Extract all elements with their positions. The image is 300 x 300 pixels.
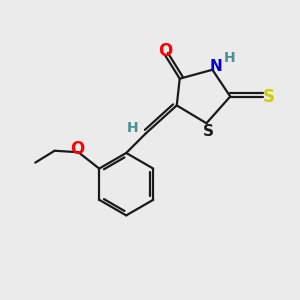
Text: O: O — [158, 42, 172, 60]
Text: H: H — [127, 121, 139, 135]
Text: N: N — [210, 59, 222, 74]
Text: S: S — [202, 124, 214, 139]
Text: O: O — [70, 140, 84, 158]
Text: S: S — [262, 88, 274, 106]
Text: H: H — [224, 52, 236, 65]
